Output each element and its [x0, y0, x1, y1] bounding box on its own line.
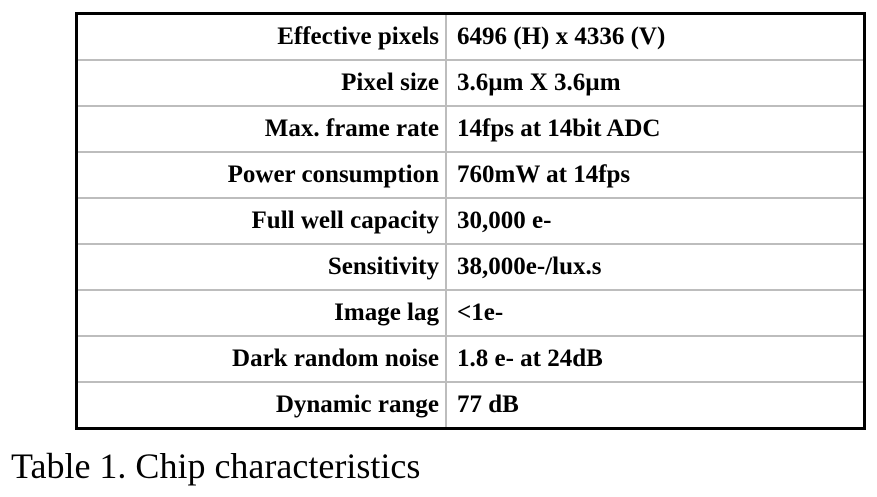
row-label: Dynamic range: [75, 381, 447, 430]
row-value: 30,000 e-: [445, 197, 866, 245]
row-value: 6496 (H) x 4336 (V): [445, 12, 866, 61]
row-label: Effective pixels: [75, 12, 447, 61]
table-caption: Table 1. Chip characteristics: [11, 446, 421, 486]
row-label: Dark random noise: [75, 335, 447, 383]
table-row: Full well capacity 30,000 e-: [75, 197, 866, 245]
table-row: Effective pixels 6496 (H) x 4336 (V): [75, 12, 866, 61]
row-value: 14fps at 14bit ADC: [445, 105, 866, 153]
table-row: Image lag <1e-: [75, 289, 866, 337]
row-value: 77 dB: [445, 381, 866, 430]
row-value: 38,000e-/lux.s: [445, 243, 866, 291]
row-label: Power consumption: [75, 151, 447, 199]
table-row: Pixel size 3.6µm X 3.6µm: [75, 59, 866, 107]
table-row: Dynamic range 77 dB: [75, 381, 866, 430]
row-label: Image lag: [75, 289, 447, 337]
table-row: Power consumption 760mW at 14fps: [75, 151, 866, 199]
table-row: Dark random noise 1.8 e- at 24dB: [75, 335, 866, 383]
row-label: Pixel size: [75, 59, 447, 107]
row-label: Full well capacity: [75, 197, 447, 245]
row-value: 760mW at 14fps: [445, 151, 866, 199]
row-value: <1e-: [445, 289, 866, 337]
row-label: Max. frame rate: [75, 105, 447, 153]
table-row: Sensitivity 38,000e-/lux.s: [75, 243, 866, 291]
row-label: Sensitivity: [75, 243, 447, 291]
chip-characteristics-table: Effective pixels 6496 (H) x 4336 (V) Pix…: [75, 12, 866, 430]
row-value: 1.8 e- at 24dB: [445, 335, 866, 383]
table-row: Max. frame rate 14fps at 14bit ADC: [75, 105, 866, 153]
row-value: 3.6µm X 3.6µm: [445, 59, 866, 107]
